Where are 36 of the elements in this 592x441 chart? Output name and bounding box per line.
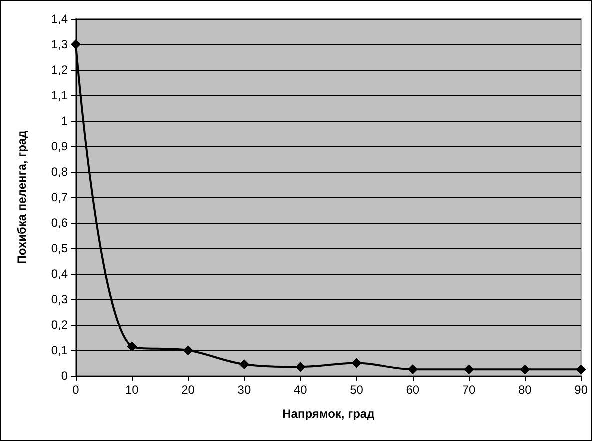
y-tick-label: 1,1 [51, 88, 68, 102]
y-tick-label: 1,2 [51, 63, 68, 77]
point [296, 362, 306, 372]
x-tick-label: 10 [125, 383, 140, 397]
y-tick-label: 0,4 [51, 267, 68, 281]
x-axis-title: Напрямок, град [282, 407, 376, 421]
y-tick-label: 1,3 [51, 38, 68, 52]
x-tick-label: 20 [182, 383, 196, 397]
point [183, 346, 194, 356]
x-tick-label: 0 [72, 383, 80, 397]
y-axis-title: Похибка пеленга, град [15, 130, 29, 264]
y-tick-label: 0,6 [51, 216, 68, 230]
point [239, 360, 250, 370]
y-tick-label: 0,1 [51, 344, 68, 358]
x-tick-label: 30 [238, 383, 252, 397]
y-tick-label: 0,8 [51, 165, 68, 179]
y-tick-label: 1,4 [51, 12, 68, 26]
y-tick-label: 0,9 [51, 140, 68, 154]
point [576, 364, 586, 375]
x-tick-label: 90 [574, 383, 588, 397]
y-tick-label: 0,2 [51, 318, 68, 332]
x-tick-label: 70 [462, 383, 476, 397]
y-tick-label: 0,5 [51, 242, 68, 256]
point [408, 364, 418, 375]
y-tick-label: 0 [61, 369, 68, 383]
y-tick-label: 1 [61, 114, 68, 128]
point [352, 358, 362, 368]
x-tick-label: 50 [350, 383, 364, 397]
y-tick-label: 0,3 [51, 292, 68, 306]
x-tick-label: 80 [518, 383, 532, 397]
point [520, 364, 530, 375]
point [127, 342, 138, 352]
x-tick-label: 40 [294, 383, 308, 397]
y-tick-label: 0,7 [51, 190, 68, 204]
x-tick-label: 60 [406, 383, 420, 397]
point [464, 364, 474, 375]
